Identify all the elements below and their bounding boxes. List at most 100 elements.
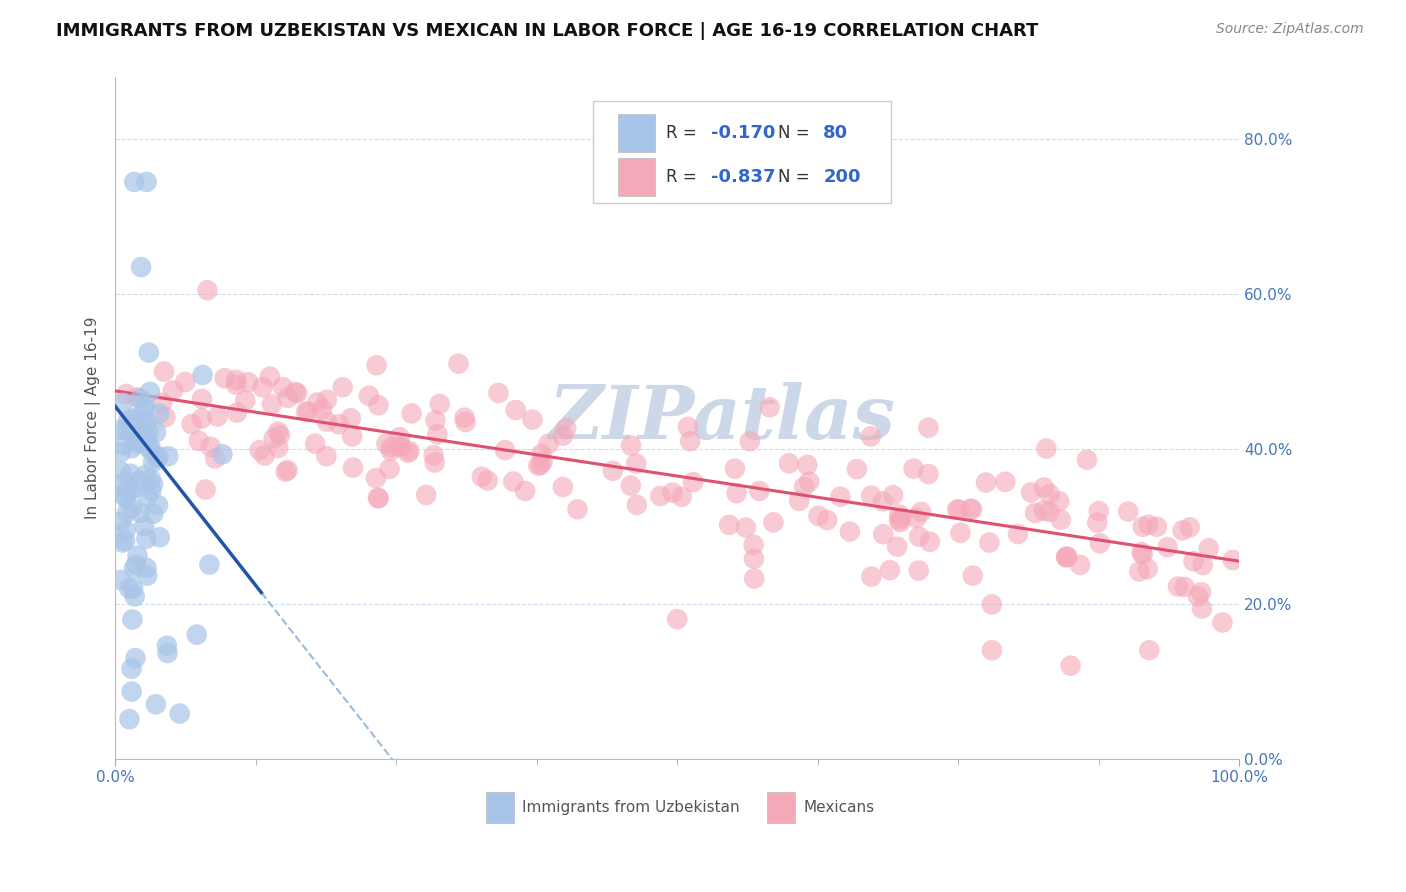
Point bbox=[328, 417, 350, 432]
Point bbox=[860, 489, 883, 503]
Point bbox=[1088, 536, 1111, 550]
Point bbox=[471, 469, 494, 483]
Point bbox=[315, 415, 337, 429]
Point bbox=[194, 483, 217, 497]
Point bbox=[718, 518, 741, 533]
Point bbox=[530, 447, 553, 461]
Point bbox=[153, 365, 176, 379]
Text: N =: N = bbox=[779, 124, 815, 142]
Point bbox=[429, 397, 451, 411]
FancyBboxPatch shape bbox=[486, 792, 515, 823]
Point bbox=[1167, 580, 1189, 594]
Point bbox=[190, 411, 212, 425]
Point bbox=[946, 502, 969, 516]
Point bbox=[1191, 558, 1213, 572]
Point bbox=[1019, 485, 1042, 500]
Point bbox=[263, 431, 285, 445]
Point bbox=[551, 480, 574, 494]
Point bbox=[949, 525, 972, 540]
Point bbox=[150, 396, 173, 410]
Point bbox=[122, 562, 145, 576]
Point bbox=[139, 442, 162, 457]
Point bbox=[204, 451, 226, 466]
Point bbox=[889, 508, 911, 522]
Point bbox=[807, 508, 830, 523]
Point bbox=[872, 494, 894, 508]
Point bbox=[959, 501, 981, 516]
FancyBboxPatch shape bbox=[617, 159, 655, 196]
Text: 80: 80 bbox=[824, 124, 848, 142]
Point bbox=[124, 175, 146, 189]
Point bbox=[787, 494, 810, 508]
Point bbox=[1032, 503, 1054, 517]
Point bbox=[742, 538, 765, 552]
Point bbox=[1211, 615, 1233, 630]
Point bbox=[917, 420, 939, 434]
Point bbox=[112, 396, 135, 410]
Point bbox=[748, 483, 770, 498]
Point bbox=[115, 505, 138, 519]
Point bbox=[415, 488, 437, 502]
Point bbox=[551, 428, 574, 442]
Point bbox=[671, 490, 693, 504]
Point bbox=[121, 411, 143, 425]
Point bbox=[799, 475, 821, 489]
Point bbox=[122, 482, 145, 496]
Point bbox=[980, 643, 1002, 657]
Point bbox=[380, 443, 402, 458]
Point bbox=[340, 411, 363, 425]
Point bbox=[1047, 494, 1070, 508]
Point bbox=[530, 458, 553, 472]
Point bbox=[778, 456, 800, 470]
FancyBboxPatch shape bbox=[593, 102, 891, 203]
Point bbox=[1171, 524, 1194, 538]
Point bbox=[1035, 442, 1057, 456]
Point bbox=[110, 465, 132, 479]
Point bbox=[423, 455, 446, 469]
Point bbox=[1033, 481, 1056, 495]
Point bbox=[187, 434, 209, 448]
Point bbox=[200, 440, 222, 454]
Point bbox=[1146, 519, 1168, 533]
Point bbox=[366, 359, 388, 373]
Point bbox=[156, 646, 179, 660]
Point bbox=[252, 380, 274, 394]
Point bbox=[758, 401, 780, 415]
Point bbox=[367, 491, 389, 506]
Point bbox=[127, 391, 149, 405]
Point bbox=[115, 483, 138, 497]
Point bbox=[620, 478, 643, 492]
Point bbox=[236, 375, 259, 389]
Point bbox=[447, 357, 470, 371]
Point bbox=[398, 444, 420, 458]
Point bbox=[134, 402, 156, 417]
Point bbox=[136, 431, 159, 445]
Point bbox=[1076, 452, 1098, 467]
Point bbox=[1085, 516, 1108, 530]
Point bbox=[872, 527, 894, 541]
Point bbox=[127, 549, 149, 563]
Point bbox=[135, 468, 157, 483]
Text: R =: R = bbox=[666, 169, 702, 186]
Point bbox=[1007, 527, 1029, 541]
Point bbox=[135, 175, 157, 189]
Point bbox=[980, 598, 1002, 612]
Point bbox=[129, 260, 152, 274]
Point bbox=[315, 449, 337, 463]
Point bbox=[815, 513, 838, 527]
Point bbox=[1128, 565, 1150, 579]
Text: N =: N = bbox=[779, 169, 815, 186]
Point bbox=[111, 535, 134, 549]
Point bbox=[505, 403, 527, 417]
Point bbox=[378, 462, 401, 476]
Y-axis label: In Labor Force | Age 16-19: In Labor Force | Age 16-19 bbox=[86, 317, 101, 519]
Point bbox=[422, 448, 444, 462]
Point bbox=[494, 443, 516, 458]
Point bbox=[887, 513, 910, 527]
Point bbox=[1050, 513, 1073, 527]
Point bbox=[115, 387, 138, 401]
Point bbox=[1136, 562, 1159, 576]
Point bbox=[284, 384, 307, 399]
Text: -0.170: -0.170 bbox=[711, 124, 775, 142]
Point bbox=[380, 440, 402, 454]
